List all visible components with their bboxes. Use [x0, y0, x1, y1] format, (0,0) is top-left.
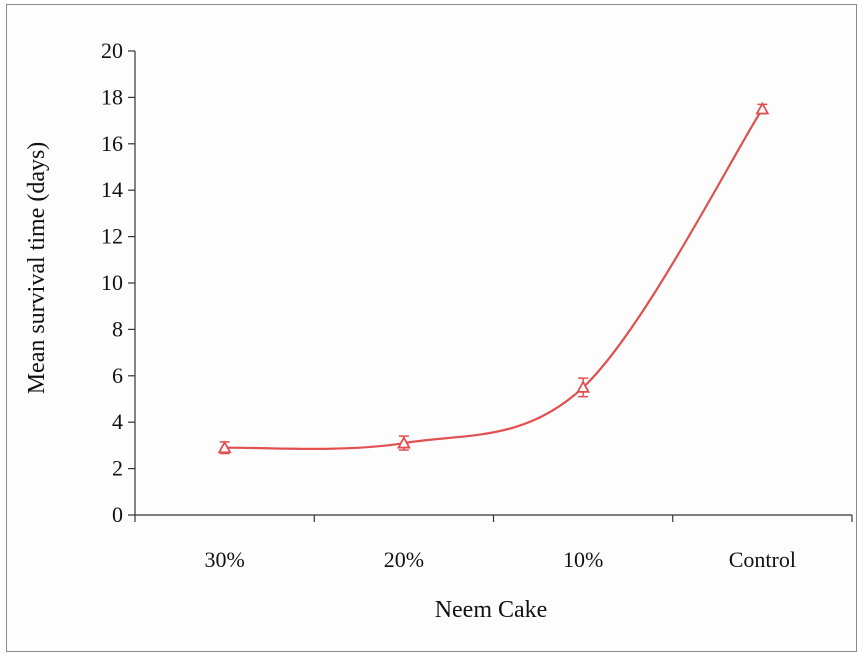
data-point-marker: [576, 380, 591, 393]
y-tick-label: 20: [101, 38, 123, 63]
y-tick-label: 12: [101, 224, 123, 249]
x-tick-label: 30%: [204, 547, 244, 572]
y-tick-label: 2: [112, 456, 123, 481]
x-tick-label: Control: [729, 547, 796, 572]
x-axis-title: Neem Cake: [435, 597, 548, 623]
y-axis: 0 2 4 6 8 10 12 14 16 18 20: [101, 38, 136, 527]
y-tick-label: 0: [112, 502, 123, 527]
y-tick-label: 18: [101, 84, 123, 109]
chart-frame: [6, 4, 857, 652]
series-line: [224, 108, 764, 450]
y-tick-label: 4: [112, 409, 123, 434]
data-point-marker: [217, 440, 232, 454]
data-series: [217, 101, 770, 455]
x-tick-label: 10%: [563, 547, 603, 572]
data-point-marker: [396, 435, 411, 449]
y-tick-label: 8: [112, 316, 123, 341]
y-axis-title: Mean survival time (days): [24, 142, 50, 395]
y-tick-label: 14: [101, 177, 123, 202]
data-point-marker: [755, 101, 770, 115]
y-tick-label: 16: [101, 131, 123, 156]
x-axis: 30% 20% 10% Control: [134, 514, 853, 572]
y-tick-label: 6: [112, 363, 123, 388]
y-tick-label: 10: [101, 270, 123, 295]
x-tick-label: 20%: [384, 547, 424, 572]
